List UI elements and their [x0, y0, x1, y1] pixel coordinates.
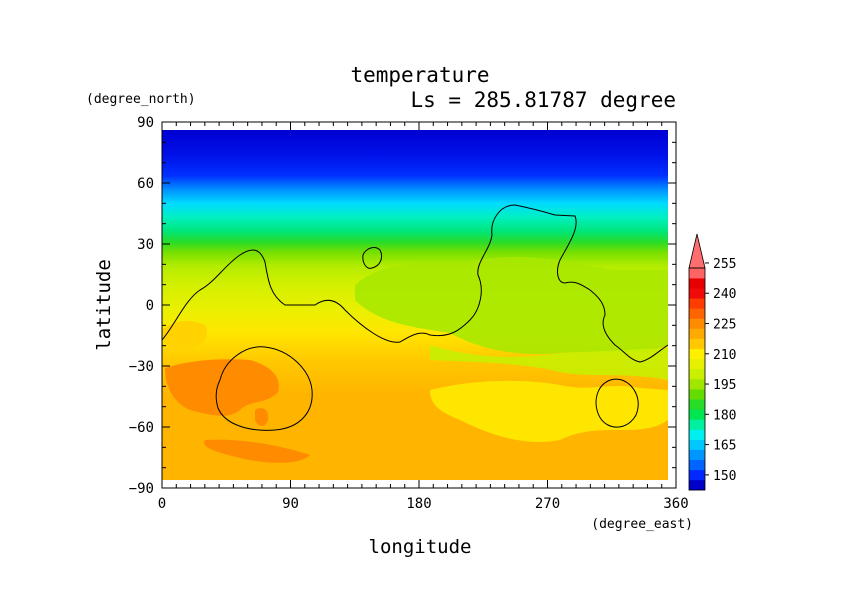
- topography-contour-hellas: [215, 346, 313, 431]
- colorbar-swatch: [689, 318, 705, 329]
- colorbar-tick-label: 255: [713, 257, 736, 272]
- colorbar-swatch: [689, 358, 705, 370]
- colorbar-frame: [688, 267, 706, 491]
- colorbar-swatch: [689, 429, 705, 440]
- y-tick-label: 90: [137, 115, 154, 131]
- colorbar-tick-label: 225: [713, 318, 736, 333]
- colorbar-swatch: [689, 419, 705, 430]
- colorbar-swatch: [689, 449, 705, 461]
- topography-contour-main: [162, 204, 668, 363]
- colorbar-swatch: [689, 439, 705, 450]
- colorbar: 150 165 180 195 210 225 240 255: [688, 233, 736, 491]
- colorbar-swatch: [689, 399, 705, 410]
- chart-subtitle: Ls = 285.81787 degree: [410, 88, 676, 112]
- y-tick-label: 0: [146, 298, 154, 314]
- colorbar-tick-label: 210: [713, 348, 736, 363]
- colorbar-swatch: [689, 348, 705, 360]
- y-axis-units: (degree_north): [86, 92, 196, 107]
- colorbar-tick-label: 165: [713, 439, 736, 454]
- warm-region-hellas-west: [165, 359, 279, 416]
- topography-contour-argyre: [595, 378, 639, 428]
- colorbar-tick-label: 180: [713, 408, 736, 423]
- x-tick-label: 360: [663, 496, 688, 512]
- x-tick-label: 180: [406, 496, 431, 512]
- topography-contour-olympus: [362, 247, 383, 269]
- colorbar-extend-arrow: [688, 233, 706, 269]
- colorbar-swatch: [689, 469, 705, 481]
- warm-region-west-edge: [162, 320, 208, 351]
- colorbar-swatch: [689, 389, 705, 400]
- colorbar-swatch: [689, 379, 705, 390]
- colorbar-swatch: [689, 459, 705, 471]
- y-axis-label: latitude: [93, 259, 115, 351]
- colorbar-swatch: [689, 328, 705, 339]
- colorbar-swatch: [689, 308, 705, 319]
- y-tick-label: 60: [137, 176, 154, 192]
- x-axis-units: (degree_east): [591, 517, 693, 532]
- colorbar-tick-label: 150: [713, 469, 736, 484]
- warm-region-hellas-core: [255, 408, 269, 426]
- warm-region-southeast: [430, 380, 668, 442]
- y-tick-label: −60: [129, 420, 154, 436]
- colorbar-swatch: [689, 409, 705, 420]
- axes: 0 90 180 270 360 90 60 30 0 −30 −60 −90: [129, 115, 689, 512]
- chart-title: temperature: [350, 63, 489, 87]
- colorbar-swatch: [689, 268, 705, 279]
- colorbar-swatch: [689, 278, 705, 289]
- cool-region-tharsis: [355, 256, 668, 355]
- cool-region-east: [430, 345, 668, 380]
- x-tick-label: 270: [535, 496, 560, 512]
- colorbar-tick-label: 195: [713, 378, 736, 393]
- x-tick-label: 0: [158, 496, 166, 512]
- colorbar-swatch: [689, 298, 705, 309]
- y-tick-label: −90: [129, 481, 154, 497]
- colorbar-tick-label: 240: [713, 287, 736, 302]
- plot-field: [162, 130, 668, 480]
- colorbar-swatch: [689, 288, 705, 299]
- y-tick-label: −30: [129, 359, 154, 375]
- x-tick-label: 90: [282, 496, 299, 512]
- y-tick-label: 30: [137, 237, 154, 253]
- x-axis-label: longitude: [369, 536, 472, 558]
- colorbar-swatch: [689, 368, 705, 380]
- warm-region-hellas-south: [204, 439, 310, 463]
- colorbar-swatch: [689, 338, 705, 350]
- colorbar-swatch: [689, 479, 705, 491]
